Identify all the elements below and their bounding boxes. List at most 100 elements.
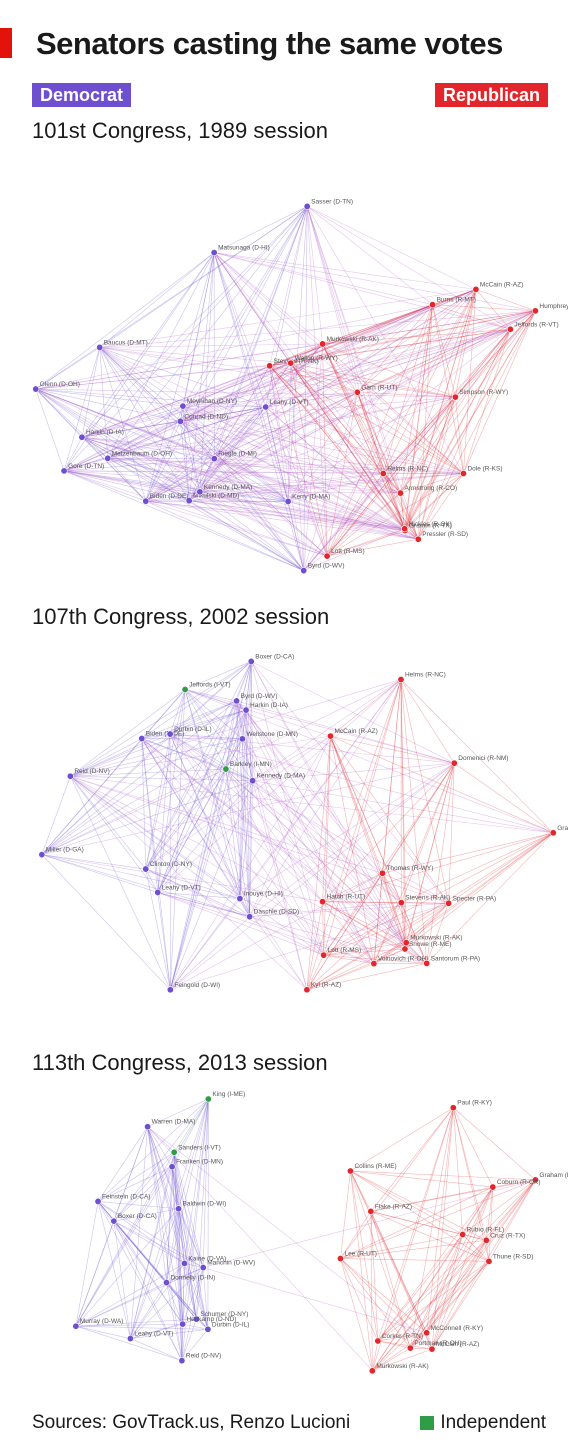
vote-link — [269, 310, 536, 367]
senator-label: Byrd (D-WV) — [241, 693, 278, 700]
vote-link — [225, 700, 237, 770]
vote-link — [64, 470, 464, 474]
vote-link — [265, 343, 323, 408]
senator-label: Biden (D-DE) — [150, 493, 189, 500]
vote-link — [75, 1263, 185, 1327]
vote-link — [99, 206, 308, 348]
vote-link — [107, 405, 184, 459]
vote-link — [303, 392, 358, 571]
vote-link — [462, 1234, 487, 1241]
vote-link — [400, 329, 511, 494]
vote-link — [288, 501, 419, 540]
vote-link — [107, 457, 289, 502]
vote-link — [350, 1170, 487, 1241]
senator-node — [72, 1322, 80, 1330]
vote-link — [400, 473, 464, 494]
senator-node — [406, 1344, 414, 1352]
vote-link — [107, 457, 401, 494]
vote-link — [99, 347, 109, 459]
vote-link — [269, 365, 464, 474]
senator-label: Mikulski (D-MD) — [193, 493, 239, 500]
vote-link — [184, 689, 250, 917]
vote-link — [171, 1098, 209, 1167]
vote-link — [170, 700, 237, 990]
panel-title-1989: 101st Congress, 1989 session — [32, 118, 328, 143]
vote-link — [166, 1282, 197, 1320]
vote-link — [145, 289, 477, 502]
vote-link — [180, 328, 511, 422]
vote-link — [145, 700, 237, 870]
vote-link — [290, 362, 405, 529]
vote-link — [113, 1126, 148, 1222]
vote-link — [236, 700, 402, 903]
vote-link — [330, 736, 375, 964]
vote-link — [326, 396, 456, 557]
vote-link — [269, 362, 291, 367]
vote-link — [166, 1282, 183, 1325]
vote-link — [370, 1211, 427, 1333]
senator-node — [445, 899, 453, 907]
vote-link — [373, 679, 402, 964]
senator-node — [489, 1183, 497, 1191]
vote-link — [64, 470, 401, 494]
vote-link — [453, 1107, 536, 1181]
vote-link — [269, 365, 358, 393]
vote-link — [145, 868, 240, 899]
vote-link — [400, 679, 407, 943]
vote-link — [157, 689, 186, 893]
vote-link — [182, 405, 405, 530]
vote-link — [382, 873, 427, 964]
vote-link — [75, 1166, 173, 1327]
senator-node — [326, 732, 334, 740]
vote-link — [306, 206, 328, 557]
vote-link — [453, 1107, 494, 1188]
vote-link — [400, 492, 419, 540]
senator-node — [320, 951, 328, 959]
vote-link — [330, 735, 427, 964]
vote-link — [307, 206, 477, 290]
senator-label: Kennedy (D-MA) — [257, 773, 305, 780]
vote-link — [81, 436, 108, 459]
vote-link — [322, 736, 331, 902]
vote-link — [250, 661, 407, 943]
senator-label: McCain (R-AZ) — [436, 1341, 479, 1348]
senator-node — [185, 497, 193, 505]
vote-link — [265, 328, 511, 408]
vote-link — [41, 661, 252, 855]
vote-link — [75, 1282, 167, 1327]
vote-link — [145, 343, 323, 502]
vote-link — [199, 392, 358, 493]
vote-link — [340, 1240, 487, 1259]
vote-link — [265, 304, 433, 408]
vote-link — [453, 1107, 487, 1241]
vote-link — [173, 1152, 183, 1325]
vote-link — [214, 252, 433, 305]
vote-link — [99, 347, 291, 364]
vote-link — [401, 902, 427, 964]
vote-link — [213, 252, 406, 531]
vote-link — [171, 1166, 209, 1330]
vote-link — [214, 252, 476, 290]
vote-link — [182, 405, 464, 474]
vote-link — [63, 421, 181, 472]
vote-link — [382, 873, 406, 950]
vote-link — [35, 388, 419, 540]
vote-link — [350, 1170, 493, 1188]
vote-link — [184, 1263, 197, 1320]
vote-link — [75, 1325, 208, 1330]
vote-link — [400, 289, 477, 494]
vote-link — [75, 1221, 115, 1327]
vote-link — [70, 738, 243, 777]
vote-link — [426, 1107, 454, 1333]
vote-link — [372, 1240, 487, 1371]
vote-link — [236, 700, 383, 874]
vote-link — [98, 1201, 179, 1210]
vote-link — [225, 768, 449, 904]
vote-link — [199, 491, 405, 530]
vote-link — [417, 304, 433, 540]
vote-link — [225, 769, 250, 917]
vote-link — [383, 473, 419, 540]
vote-link — [107, 457, 384, 474]
vote-link — [180, 421, 304, 571]
senator-node — [353, 388, 361, 396]
